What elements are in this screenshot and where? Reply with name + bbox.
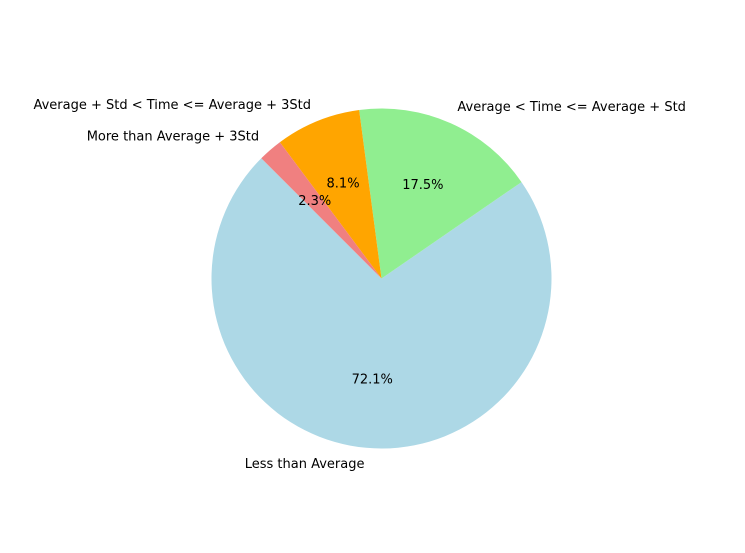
slice-labels: Less than Average Average < Time <= Avera… <box>33 98 685 472</box>
pie-slices <box>211 108 552 449</box>
percentage-label-0: 72.1% <box>352 373 393 388</box>
percentage-labels: 72.1% 17.5% 8.1% 2.3% <box>298 177 443 388</box>
percentage-label-2: 8.1% <box>327 177 360 192</box>
slice-label-1: Average < Time <= Average + Std <box>457 100 686 115</box>
slice-label-2: Average + Std < Time <= Average + 3Std <box>33 98 311 113</box>
pie-slice-1 <box>359 108 522 279</box>
percentage-label-3: 2.3% <box>298 194 331 209</box>
pie-slice-0 <box>211 158 552 449</box>
pie-slice-3 <box>261 142 382 279</box>
pie-slice-2 <box>279 109 382 279</box>
slice-label-3: More than Average + 3Std <box>87 130 259 145</box>
percentage-label-1: 17.5% <box>402 178 443 193</box>
slice-label-0: Less than Average <box>245 457 365 472</box>
